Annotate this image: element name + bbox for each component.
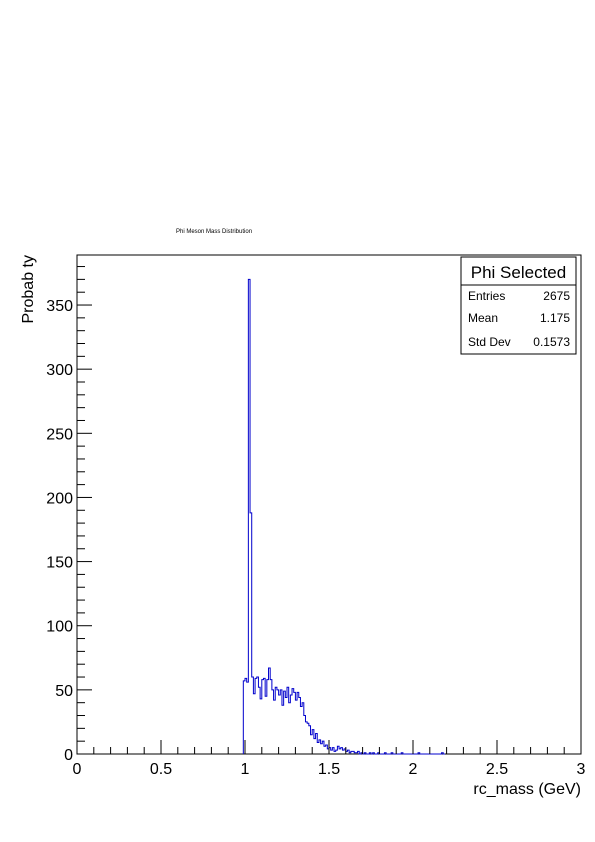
histogram-bin [285,698,287,754]
histogram-series [243,279,445,754]
histogram-bin [257,677,259,754]
histogram-outline [243,279,445,754]
histogram-bin [247,682,249,754]
histogram-bin [282,705,284,754]
histogram-bin [305,722,307,754]
stats-mean-label: Mean [468,311,498,325]
histogram-bin [274,700,276,754]
histogram-bin [297,692,299,754]
histogram-bin [289,703,291,754]
histogram-bin [300,707,302,754]
x-tick-label: 1.5 [318,761,340,778]
stats-stddev-value: 0.1573 [533,335,570,349]
histogram-bin [324,746,326,754]
y-tick-label: 350 [46,298,73,315]
histogram-bin [339,749,341,754]
x-axis: 0 0.5 1 1.5 2 2.5 3 [73,740,586,778]
histogram-bin [331,750,333,754]
x-tick-label: 2 [409,761,418,778]
x-axis-title: rc_mass (GeV) [473,781,581,798]
stats-mean-value: 1.175 [540,311,570,325]
stats-box-title: Phi Selected [471,263,566,282]
histogram-bin [307,723,309,754]
x-tick-label: 0 [73,761,82,778]
histogram-bin [269,668,271,754]
stats-entries-value: 2675 [543,289,570,303]
histogram-bin [292,689,294,754]
histogram-bin [321,744,323,754]
y-tick-label: 150 [46,555,73,572]
histogram-bin [265,696,267,754]
x-tick-label: 0.5 [150,761,172,778]
histogram-bin [270,680,272,754]
histogram-bin [295,700,297,754]
histogram-bin [317,742,319,754]
chart-title: Phi Meson Mass Distribution [176,229,252,235]
histogram-bin [290,695,292,754]
stats-box: Phi Selected Entries 2675 Mean 1.175 Std… [461,257,576,354]
x-tick-label: 2.5 [486,761,508,778]
y-tick-label: 100 [46,619,73,636]
x-tick-label: 1 [241,761,250,778]
x-tick-label: 3 [577,761,586,778]
histogram-bin [260,699,262,754]
histogram-bin [342,750,344,754]
y-axis: 0 50 100 150 200 250 300 350 [46,267,92,764]
y-tick-label: 0 [64,747,73,764]
histogram-bin [294,692,296,754]
y-tick-label: 300 [46,362,73,379]
stats-stddev-label: Std Dev [468,335,511,349]
histogram-bin [277,690,279,754]
histogram-bin [279,695,281,754]
y-tick-label: 50 [55,683,73,700]
y-tick-label: 250 [46,426,73,443]
y-tick-label: 200 [46,490,73,507]
stats-entries-label: Entries [468,289,505,303]
y-axis-title: Probab ty [20,255,37,323]
histogram-bin [314,739,316,754]
histogram-bin [253,694,255,754]
